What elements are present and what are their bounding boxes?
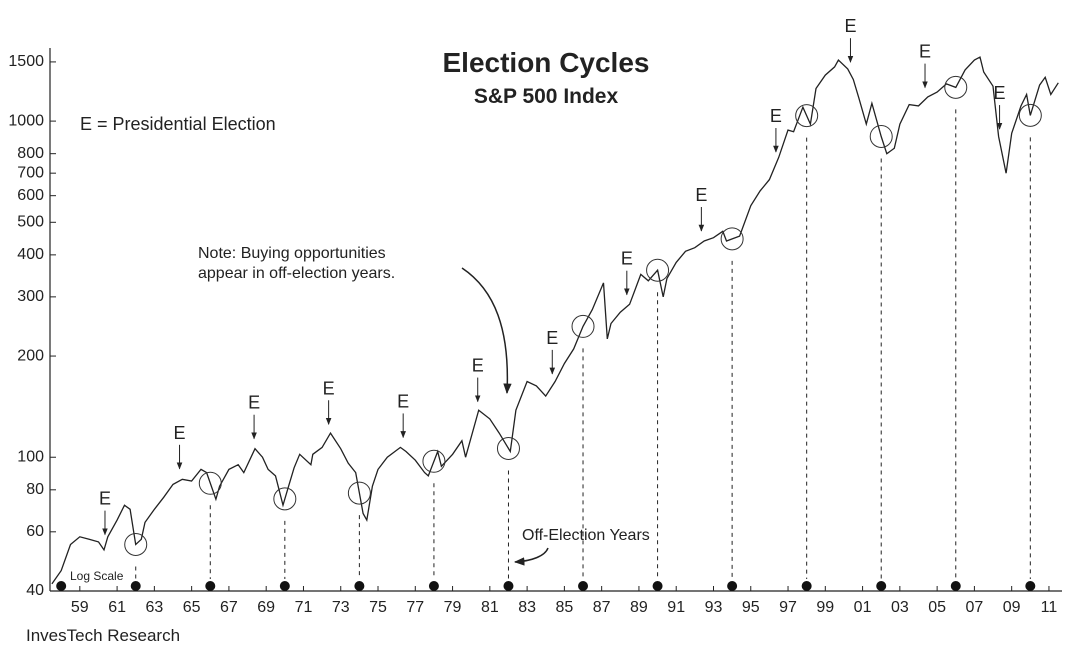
cycle-dot [428, 581, 439, 591]
buying-opportunity [422, 449, 446, 473]
x-tick-label: 59 [71, 599, 89, 616]
note-arrow [461, 267, 512, 395]
cycle-dot [1025, 581, 1036, 591]
x-tick-label: 93 [705, 599, 723, 616]
buying-opportunity [646, 258, 670, 282]
election-label: E [621, 249, 633, 269]
y-tick-label: 1000 [8, 112, 44, 129]
x-tick-label: 63 [145, 599, 163, 616]
y-tick-label: 400 [17, 246, 44, 263]
cycle-dot [503, 581, 514, 591]
cycle-dot [652, 581, 663, 591]
source: InvesTech Research [26, 626, 180, 645]
x-tick-label: 09 [1003, 599, 1021, 616]
buying-opportunity [571, 314, 595, 338]
cycle-dot [578, 581, 589, 591]
x-tick-label: 67 [220, 599, 238, 616]
y-tick-label: 60 [26, 523, 44, 540]
x-tick-label: 77 [406, 599, 424, 616]
x-tick-label: 69 [257, 599, 275, 616]
x-tick-label: 97 [779, 599, 797, 616]
cycle-dot [205, 581, 216, 591]
buying-opportunity [869, 124, 893, 148]
cycle-dot [130, 581, 141, 591]
cycle-dot [354, 581, 365, 591]
buying-opportunity [124, 533, 148, 557]
x-tick-label: 11 [1041, 599, 1058, 616]
buying-opportunity [198, 471, 222, 495]
y-tick-label: 200 [17, 347, 44, 364]
x-tick-label: 61 [108, 599, 126, 616]
election-label: E [919, 42, 931, 62]
x-tick-label: 03 [891, 599, 909, 616]
off-election-arrow [513, 547, 549, 566]
y-tick-label: 80 [26, 481, 44, 498]
x-tick-label: 73 [332, 599, 350, 616]
election-label: E [695, 185, 707, 205]
cycle-dot [56, 581, 67, 591]
chart-subtitle: S&P 500 Index [474, 85, 619, 108]
cycle-dot [279, 581, 290, 591]
y-tick-label: 500 [17, 214, 44, 231]
x-tick-label: 65 [183, 599, 201, 616]
y-tick-label: 700 [17, 164, 44, 181]
buying-opportunity [944, 75, 968, 99]
election-label: E [99, 489, 111, 509]
x-tick-label: 85 [555, 599, 573, 616]
y-tick-label: 300 [17, 288, 44, 305]
election-label: E [770, 106, 782, 126]
note-line: appear in off-election years. [198, 265, 395, 282]
note-line: Note: Buying opportunities [198, 245, 386, 262]
election-label: E [397, 391, 409, 411]
x-tick-label: 71 [295, 599, 313, 616]
scale-label: Log Scale [70, 569, 124, 583]
y-tick-label: 40 [26, 582, 44, 599]
buying-opportunity [496, 436, 520, 460]
x-tick-label: 83 [518, 599, 536, 616]
buying-opportunity [720, 227, 744, 251]
buying-opportunity [347, 481, 371, 505]
chart-title: Election Cycles [443, 47, 650, 78]
election-label: E [472, 356, 484, 376]
legend-note: E = Presidential Election [80, 114, 276, 134]
cycle-dot [801, 581, 812, 591]
election-label: E [546, 328, 558, 348]
x-tick-label: 87 [593, 599, 611, 616]
x-tick-label: 81 [481, 599, 499, 616]
y-tick-label: 800 [17, 145, 44, 162]
x-tick-label: 75 [369, 599, 387, 616]
x-tick-label: 99 [816, 599, 834, 616]
cycle-dot [876, 581, 887, 591]
x-tick-label: 89 [630, 599, 648, 616]
election-label: E [844, 16, 856, 36]
y-tick-label: 600 [17, 187, 44, 204]
y-tick-label: 1500 [8, 53, 44, 70]
x-tick-label: 05 [928, 599, 946, 616]
x-tick-label: 91 [667, 599, 685, 616]
index-line [51, 56, 1059, 585]
election-label: E [174, 423, 186, 443]
buying-opportunity [273, 487, 297, 511]
x-tick-label: 07 [966, 599, 984, 616]
cycle-dot [950, 581, 961, 591]
buying-opportunity [795, 104, 819, 128]
buying-opportunity [1018, 103, 1042, 127]
election-label: E [248, 393, 260, 413]
off-election-label: Off-Election Years [522, 527, 650, 544]
y-tick-label: 100 [17, 448, 44, 465]
x-tick-label: 01 [854, 599, 872, 616]
x-tick-label: 79 [444, 599, 462, 616]
cycle-dot [727, 581, 738, 591]
election-label: E [994, 83, 1006, 103]
election-label: E [323, 378, 335, 398]
x-tick-label: 95 [742, 599, 760, 616]
